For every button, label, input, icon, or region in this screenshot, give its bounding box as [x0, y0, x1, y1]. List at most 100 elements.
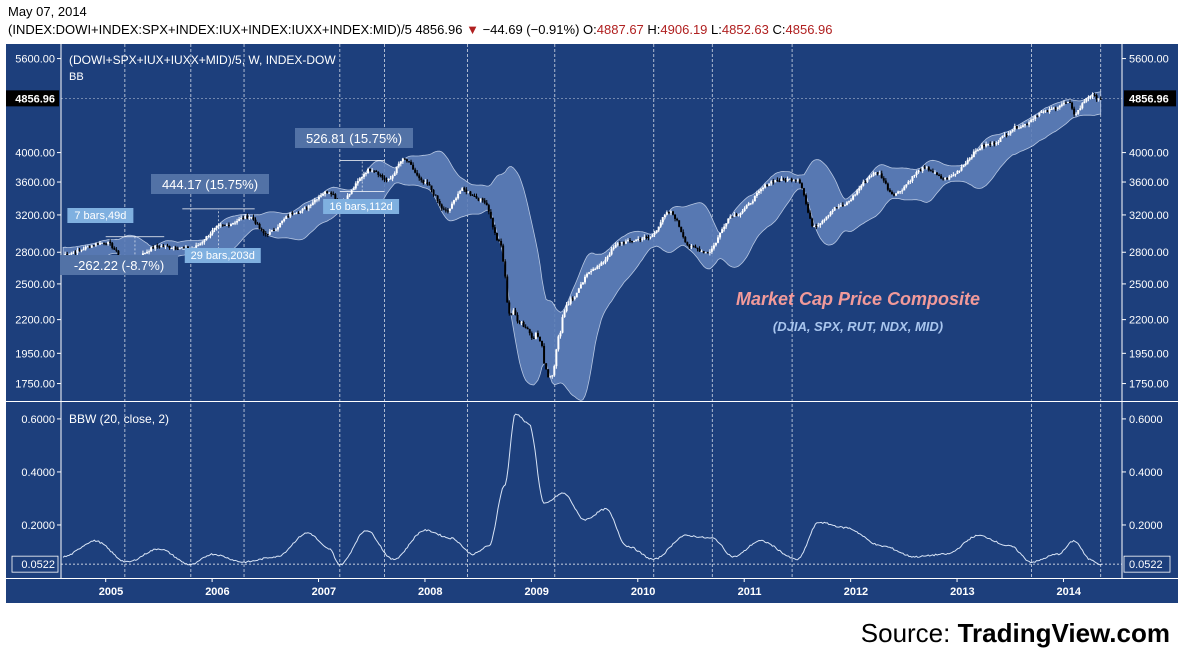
candle-body: [442, 208, 445, 210]
candle-body: [602, 262, 605, 264]
price-tick-label-left: 2200.00: [15, 315, 55, 327]
candle-body: [74, 252, 77, 254]
measure-box: [151, 174, 269, 194]
candle-body: [551, 375, 554, 377]
candle: [805, 193, 808, 206]
year-label: 2014: [1057, 586, 1082, 598]
candle: [436, 195, 439, 204]
candle: [974, 148, 977, 155]
candle: [602, 261, 605, 265]
candle: [530, 331, 533, 340]
candle-body: [143, 253, 146, 255]
candle-body: [541, 340, 544, 346]
candle-body: [753, 196, 756, 202]
candle-body: [393, 173, 396, 176]
candle-body: [897, 191, 900, 194]
candle: [264, 231, 267, 237]
candle: [1044, 109, 1047, 113]
candle-body: [972, 151, 975, 157]
candle-body: [978, 148, 981, 151]
candle-body: [901, 190, 904, 192]
candle-body: [575, 292, 578, 298]
candle: [682, 229, 685, 239]
candle-body: [103, 242, 106, 244]
candle: [143, 252, 146, 255]
candle-body: [876, 172, 879, 174]
candle-body: [1042, 111, 1045, 113]
candle-body: [381, 175, 384, 178]
candle: [1040, 109, 1043, 113]
candle-body: [248, 217, 251, 219]
candle-body: [158, 246, 161, 248]
candle: [209, 231, 212, 239]
candle: [899, 190, 902, 195]
candle-body: [837, 206, 840, 208]
candle-body: [219, 224, 222, 226]
candle-body: [266, 233, 269, 235]
candle: [622, 241, 625, 246]
price-tick-label-left: 2800.00: [15, 247, 55, 259]
candle: [563, 309, 566, 318]
candle-body: [412, 164, 415, 170]
candle: [950, 174, 953, 178]
candle-body: [717, 237, 720, 243]
candle-body: [633, 240, 636, 242]
candle-body: [729, 216, 732, 219]
bbw-tick-label-left: 0.2000: [21, 520, 55, 532]
candle-body: [510, 313, 513, 315]
last-price: 4856.96: [415, 22, 463, 37]
candle: [1013, 123, 1016, 132]
candle: [418, 173, 421, 181]
date-label: May 07, 2014: [8, 4, 87, 19]
candle: [410, 159, 413, 165]
candle-body: [146, 251, 149, 254]
candle-body: [485, 202, 488, 206]
candle: [489, 209, 492, 220]
candle: [807, 202, 810, 214]
candle-body: [84, 246, 87, 250]
candle-body: [184, 246, 187, 248]
candle-body: [213, 227, 216, 231]
last-price-box-right: [1124, 90, 1176, 107]
price-tick-label-right: 2500.00: [1129, 279, 1169, 291]
candle-body: [227, 224, 230, 226]
candle-body: [285, 216, 288, 219]
candle-body: [784, 179, 787, 182]
candle: [101, 242, 104, 244]
candle: [798, 178, 801, 184]
candle-body: [199, 243, 202, 246]
candle: [96, 242, 99, 245]
candle-body: [176, 248, 179, 250]
candle-body: [749, 203, 752, 205]
candle: [201, 240, 204, 246]
candle-body: [508, 302, 511, 314]
candle-body: [532, 337, 535, 339]
candle: [690, 244, 693, 250]
candle: [976, 149, 979, 152]
candle: [825, 216, 828, 221]
candles: [64, 92, 1102, 379]
candle: [242, 215, 245, 220]
candle-body: [160, 246, 163, 248]
candle: [383, 175, 386, 183]
candle-body: [995, 143, 998, 145]
candle: [1056, 106, 1059, 111]
candle: [432, 189, 435, 197]
candle-body: [925, 167, 928, 169]
candle: [508, 300, 511, 316]
candle-body: [500, 240, 503, 246]
candle: [520, 320, 523, 326]
candle-body: [514, 310, 517, 315]
candle-body: [841, 204, 844, 206]
candle-body: [1038, 112, 1041, 116]
candle: [696, 247, 699, 252]
candle: [240, 215, 243, 221]
candle: [958, 170, 961, 174]
candle: [416, 170, 419, 177]
candle: [1028, 120, 1031, 128]
candle-body: [725, 223, 728, 227]
candle-body: [1091, 94, 1094, 97]
candle: [260, 227, 263, 232]
candle-body: [270, 230, 273, 232]
